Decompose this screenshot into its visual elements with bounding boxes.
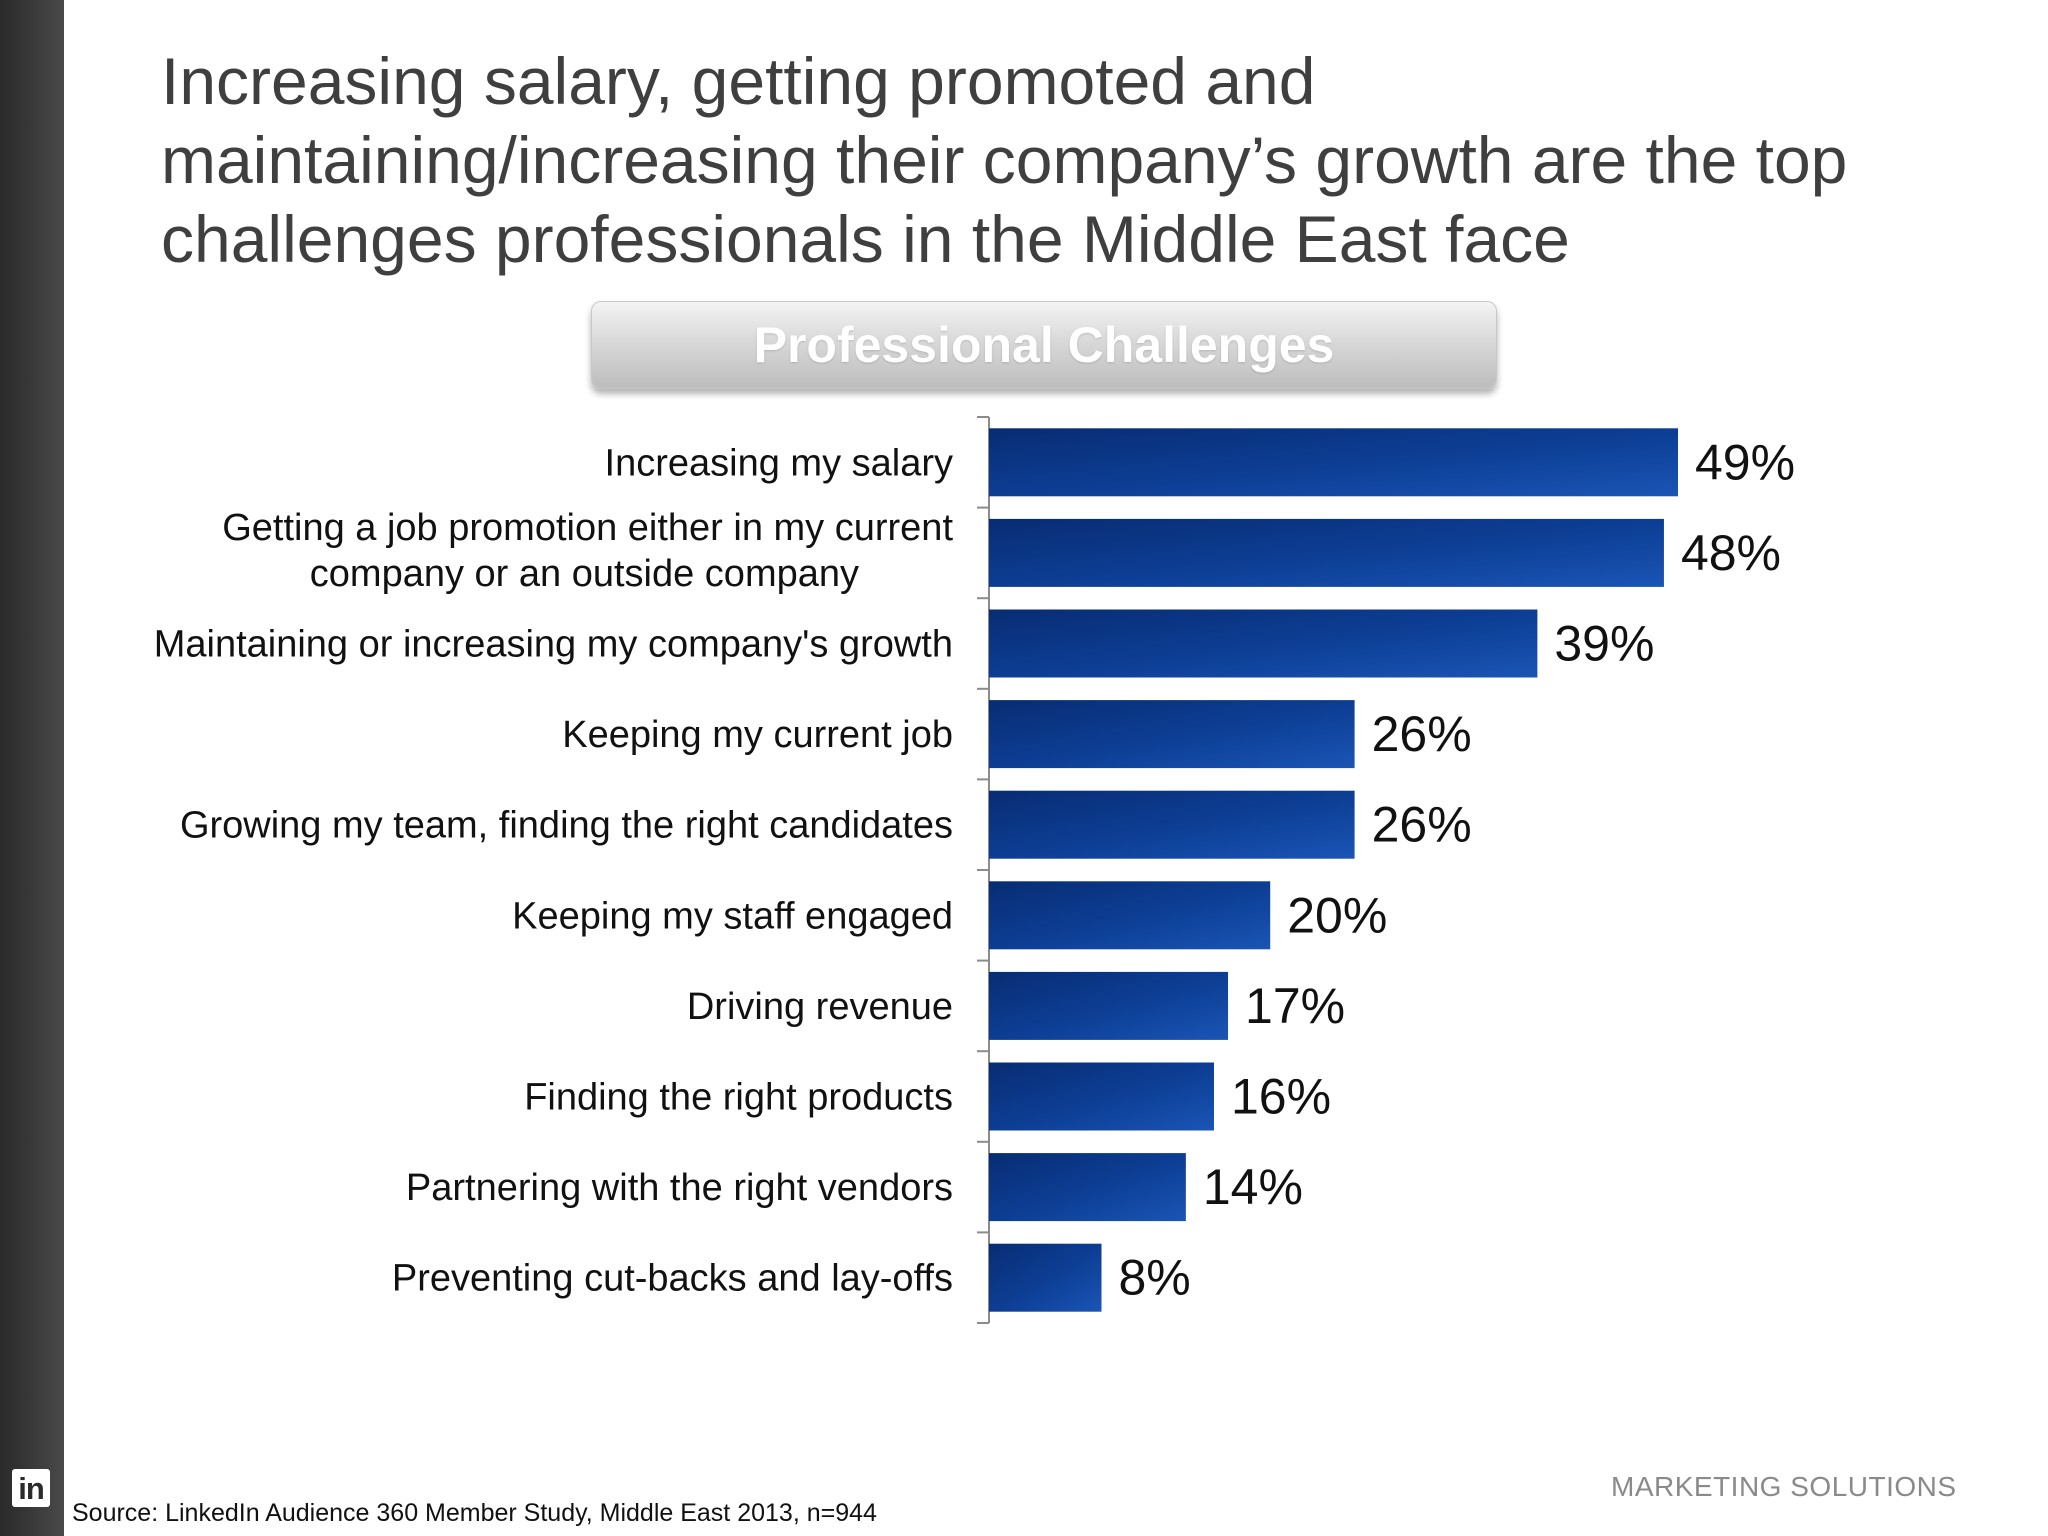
page-title: Increasing salary, getting promoted and … [161, 42, 1961, 279]
data-label: 20% [1287, 887, 1387, 943]
source-note: Source: LinkedIn Audience 360 Member Stu… [72, 1499, 877, 1527]
title-line: challenges professionals in the Middle E… [161, 202, 1570, 276]
brand-label: MARKETING SOLUTIONS [1611, 1471, 1957, 1502]
category-label: Finding the right products [524, 1077, 953, 1119]
title-line: maintaining/increasing their company’s g… [161, 123, 1848, 197]
bar [989, 1153, 1186, 1222]
category-label: Preventing cut-backs and lay-offs [392, 1258, 953, 1300]
data-label: 16% [1231, 1069, 1331, 1125]
category-label: Increasing my salary [605, 442, 953, 484]
bar [989, 790, 1355, 859]
bar [989, 1243, 1102, 1312]
category-label: Driving revenue [687, 986, 953, 1028]
linkedin-logo: in [12, 1469, 50, 1507]
category-label: Maintaining or increasing my company's g… [154, 624, 953, 666]
data-label: 17% [1245, 978, 1345, 1034]
bar [989, 1062, 1214, 1131]
category-label: Growing my team, finding the right candi… [180, 805, 953, 847]
title-line: Increasing salary, getting promoted and [161, 44, 1316, 118]
data-label: 48% [1681, 525, 1781, 581]
bar [989, 971, 1229, 1040]
category-label: Getting a job promotion either in my cur… [222, 507, 953, 595]
category-label: Keeping my current job [562, 714, 953, 756]
data-label: 14% [1203, 1159, 1303, 1215]
bar [989, 518, 1664, 587]
category-label-line: Getting a job promotion either in my cur… [222, 507, 953, 549]
data-label: 49% [1695, 434, 1795, 490]
category-label: Keeping my staff engaged [512, 895, 953, 937]
data-label: 39% [1554, 616, 1654, 672]
chart-header: Professional Challenges [591, 301, 1497, 389]
data-label: 8% [1118, 1250, 1190, 1306]
bar [989, 428, 1678, 497]
side-rail [0, 0, 64, 1536]
category-label: Partnering with the right vendors [406, 1167, 953, 1209]
bar [989, 700, 1355, 769]
bar [989, 881, 1271, 950]
bar [989, 609, 1538, 678]
data-label: 26% [1372, 797, 1472, 853]
category-label-line: company or an outside company [310, 553, 859, 595]
data-label: 26% [1372, 706, 1472, 762]
